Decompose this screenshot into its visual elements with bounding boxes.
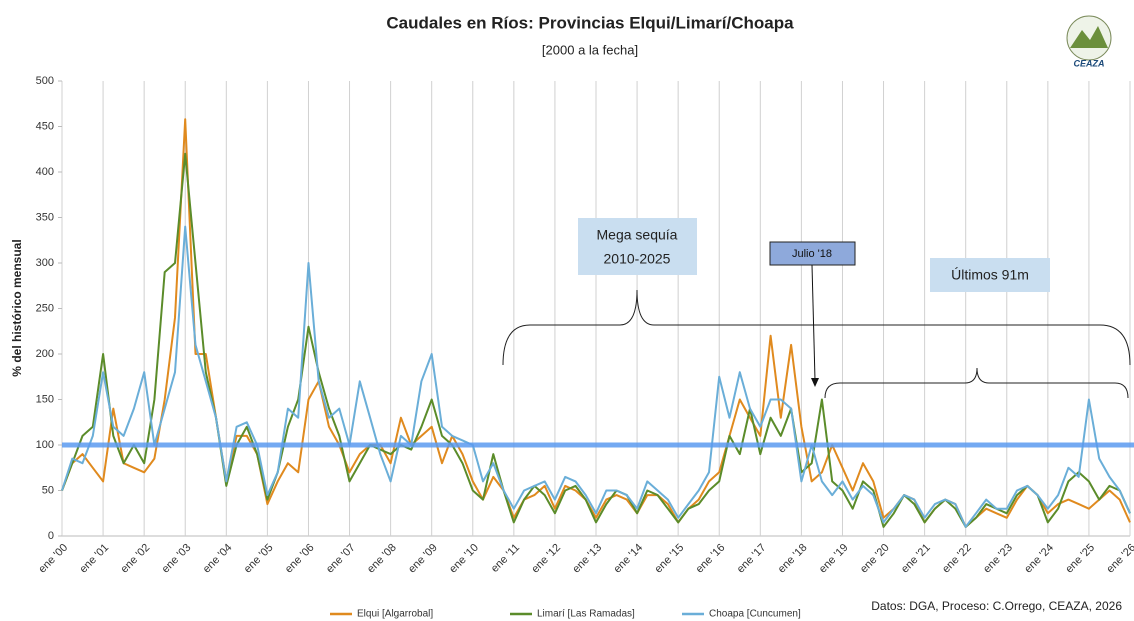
x-tick-label: ene '16 — [694, 542, 728, 576]
chart-subtitle: [2000 a la fecha] — [542, 42, 638, 57]
y-tick-label: 0 — [48, 530, 54, 542]
logo-mountain — [1070, 26, 1108, 48]
x-tick-label: ene '22 — [940, 542, 974, 576]
x-tick-label: ene '12 — [529, 542, 563, 576]
y-axis-label: % del histórico mensual — [10, 239, 24, 376]
brace — [824, 367, 1129, 399]
x-tick-label: ene '05 — [242, 542, 276, 576]
arrow-head — [811, 378, 819, 387]
y-tick-label: 400 — [36, 166, 54, 178]
legend: Elqui [Algarrobal] Limarí [Las Ramadas] Ch… — [330, 609, 801, 620]
plot-area: ene '00 ene '01 ene '02 ene '03 ene '04 ene '… — [36, 75, 1134, 576]
legend-label: Limarí [Las Ramadas] — [537, 609, 635, 620]
chart-title: Caudales en Ríos: Provincias Elqui/Limar… — [386, 13, 794, 32]
y-tick-label: 50 — [42, 484, 54, 496]
logo-text: CEAZA — [1074, 58, 1105, 68]
annotation-text: Mega sequía — [597, 227, 678, 243]
x-tick-label: ene '03 — [160, 542, 194, 576]
source-note: Datos: DGA, Proceso: C.Orrego, CEAZA, 20… — [871, 599, 1122, 613]
x-tick-label: ene '25 — [1063, 542, 1097, 576]
y-tick-label: 200 — [36, 348, 54, 360]
annotation-box — [930, 258, 1050, 292]
x-tick-label: ene '18 — [776, 542, 810, 576]
y-tick-label: 150 — [36, 393, 54, 405]
annotation-text: 2010-2025 — [604, 251, 671, 267]
y-tick-label: 250 — [36, 302, 54, 314]
x-tick-label: ene '01 — [77, 542, 111, 576]
annotations: Mega sequía 2010-2025 Julio '18 Últimos … — [502, 218, 1131, 399]
x-tick-label: ene '04 — [201, 542, 235, 576]
x-tick-label: ene '15 — [653, 542, 687, 576]
x-tick-label: ene '23 — [981, 542, 1015, 576]
y-tick-label: 350 — [36, 211, 54, 223]
x-tick-label: ene '24 — [1022, 542, 1056, 576]
annotation-text: Últimos 91m — [951, 267, 1029, 283]
legend-label: Choapa [Cuncumen] — [709, 609, 801, 620]
x-tick-label: ene '08 — [365, 542, 399, 576]
x-tick-label: ene '00 — [36, 542, 70, 576]
x-tick-label: ene '20 — [858, 542, 892, 576]
annotation-text: Julio '18 — [792, 248, 832, 260]
y-tick-label: 300 — [36, 257, 54, 269]
x-tick-label: ene '10 — [447, 542, 481, 576]
x-tick-label: ene '14 — [611, 542, 645, 576]
x-tick-label: ene '26 — [1104, 542, 1134, 576]
y-tick-label: 450 — [36, 120, 54, 132]
x-tick-label: ene '09 — [406, 542, 440, 576]
x-tick-label: ene '17 — [735, 542, 769, 576]
x-tick-label: ene '07 — [324, 542, 358, 576]
series-line — [61, 152, 1131, 528]
arrow — [811, 264, 816, 381]
series-line — [61, 225, 1131, 528]
x-tick-label: ene '13 — [570, 542, 604, 576]
logo-emblem — [1066, 15, 1112, 61]
annotation-box — [578, 218, 697, 275]
x-tick-label: ene '19 — [817, 542, 851, 576]
legend-label: Elqui [Algarrobal] — [357, 609, 433, 620]
y-tick-label: 500 — [36, 75, 54, 87]
brace — [502, 289, 1131, 366]
logo: CEAZA — [1066, 15, 1112, 68]
x-tick-label: ene '06 — [283, 542, 317, 576]
x-tick-label: ene '21 — [899, 542, 933, 576]
x-tick-label: ene '11 — [489, 542, 522, 575]
y-tick-label: 100 — [36, 439, 54, 451]
x-tick-label: ene '02 — [119, 542, 153, 576]
